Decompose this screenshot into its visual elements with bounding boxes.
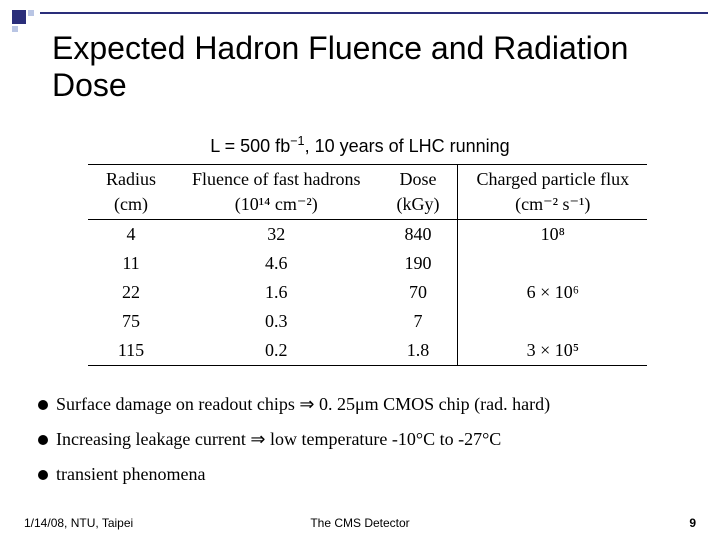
col-header: Fluence of fast hadrons bbox=[174, 165, 378, 195]
list-item: transient phenomena bbox=[38, 464, 696, 485]
footer-center: The CMS Detector bbox=[24, 516, 696, 530]
bullet-icon bbox=[38, 400, 48, 410]
bullet-text: Increasing leakage current ⇒ low tempera… bbox=[56, 429, 501, 450]
col-subheader: (kGy) bbox=[378, 194, 458, 220]
table-row: 114.6190 bbox=[88, 249, 647, 278]
col-subheader: (cm⁻² s⁻¹) bbox=[458, 194, 647, 220]
col-subheader: (10¹⁴ cm⁻²) bbox=[174, 194, 378, 220]
table-row: 750.37 bbox=[88, 307, 647, 336]
header-rule bbox=[40, 12, 708, 14]
subtitle-suffix: , 10 years of LHC running bbox=[305, 136, 510, 156]
subtitle-exponent: −1 bbox=[290, 134, 304, 148]
slide-title: Expected Hadron Fluence and Radiation Do… bbox=[52, 30, 696, 104]
bullet-text: Surface damage on readout chips ⇒ 0. 25μ… bbox=[56, 394, 550, 415]
list-item: Increasing leakage current ⇒ low tempera… bbox=[38, 429, 696, 450]
col-subheader: (cm) bbox=[88, 194, 174, 220]
bullet-list: Surface damage on readout chips ⇒ 0. 25μ… bbox=[38, 394, 696, 499]
table-row: 43284010⁸ bbox=[88, 220, 647, 250]
col-header: Dose bbox=[378, 165, 458, 195]
data-table: Radius Fluence of fast hadrons Dose Char… bbox=[88, 164, 647, 366]
table-row: 221.6706 × 10⁶ bbox=[88, 278, 647, 307]
table-row: 1150.21.83 × 10⁵ bbox=[88, 336, 647, 366]
bullet-icon bbox=[38, 470, 48, 480]
slide-footer: 1/14/08, NTU, Taipei The CMS Detector 9 bbox=[24, 516, 696, 530]
col-header: Charged particle flux bbox=[458, 165, 647, 195]
corner-decoration bbox=[12, 10, 36, 34]
table-body: 43284010⁸ 114.6190 221.6706 × 10⁶ 750.37… bbox=[88, 220, 647, 366]
list-item: Surface damage on readout chips ⇒ 0. 25μ… bbox=[38, 394, 696, 415]
bullet-icon bbox=[38, 435, 48, 445]
slide-subtitle: L = 500 fb−1, 10 years of LHC running bbox=[0, 134, 720, 157]
col-header: Radius bbox=[88, 165, 174, 195]
bullet-text: transient phenomena bbox=[56, 464, 205, 485]
subtitle-prefix: L = 500 fb bbox=[210, 136, 290, 156]
